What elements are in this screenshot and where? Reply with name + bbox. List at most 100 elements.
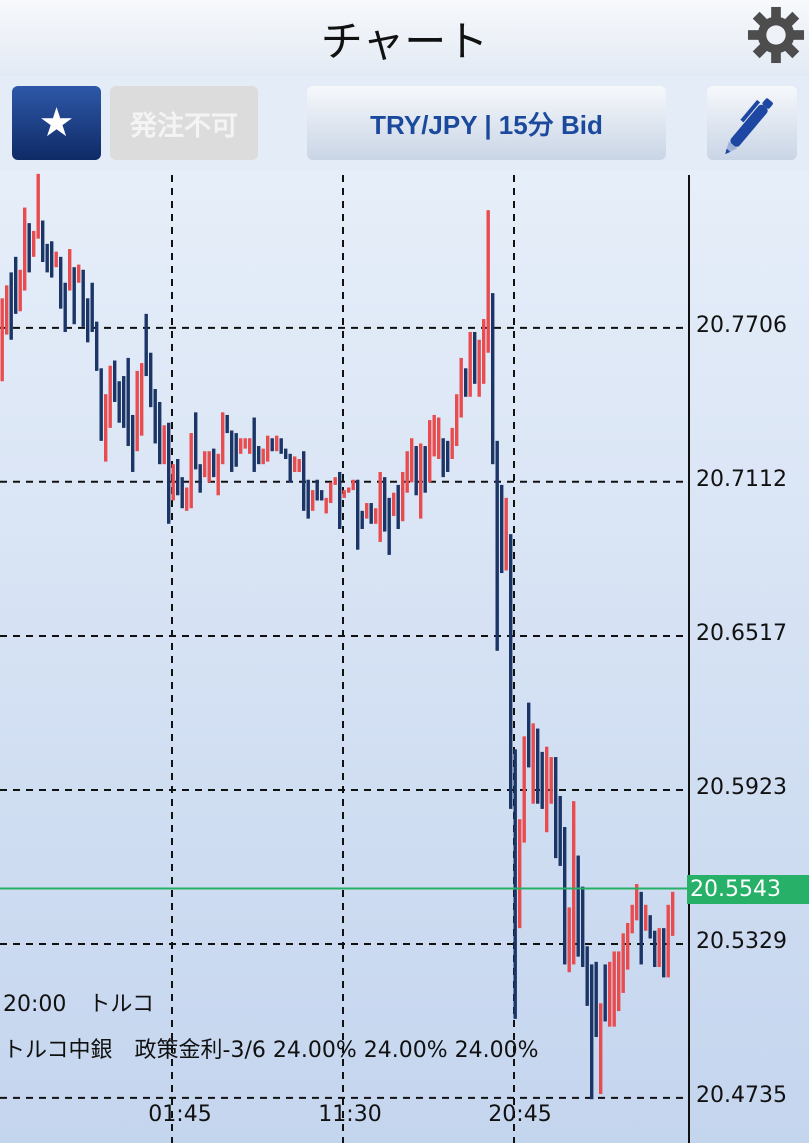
down-bar xyxy=(131,414,135,472)
down-bar xyxy=(99,368,103,441)
gear-icon[interactable] xyxy=(747,6,805,64)
down-bar xyxy=(149,352,153,408)
price-axis-label: 20.4735 xyxy=(696,1082,787,1108)
event-description: トルコ中銀 政策金利-3/6 24.00% 24.00% 24.00% xyxy=(3,1038,539,1063)
up-bar xyxy=(293,456,297,472)
up-bar xyxy=(392,492,396,517)
down-bar xyxy=(315,479,319,501)
down-bar xyxy=(536,728,540,804)
up-bar xyxy=(405,451,409,493)
time-label: 01:45 xyxy=(148,1102,212,1127)
up-bar xyxy=(221,412,225,465)
down-bar xyxy=(495,440,499,651)
up-bar xyxy=(608,961,612,1027)
down-bar xyxy=(653,930,657,968)
down-bar xyxy=(95,321,99,371)
favorite-button[interactable]: ★ xyxy=(12,86,101,160)
order-disabled-button[interactable]: 発注不可 xyxy=(110,86,258,160)
up-bar xyxy=(189,433,193,509)
down-bar xyxy=(122,376,126,428)
price-axis-label: 20.7706 xyxy=(696,312,787,338)
down-bar xyxy=(423,446,427,493)
up-bar xyxy=(432,414,436,457)
up-bar xyxy=(428,420,432,483)
up-bar xyxy=(203,451,207,478)
down-bar xyxy=(639,891,643,965)
down-bar xyxy=(167,422,171,524)
up-bar xyxy=(531,723,535,804)
draw-tool-button[interactable] xyxy=(707,86,797,160)
up-bar xyxy=(635,884,639,921)
up-bar xyxy=(171,464,175,501)
up-bar xyxy=(612,951,616,1027)
symbol-timeframe-button[interactable]: TRY/JPY | 15分 Bid xyxy=(307,86,666,160)
up-bar xyxy=(243,438,247,449)
down-bar xyxy=(153,389,157,444)
down-bar xyxy=(63,282,67,332)
down-bar xyxy=(45,243,49,273)
down-bar xyxy=(387,497,391,555)
up-bar xyxy=(239,438,243,454)
up-bar xyxy=(108,365,112,428)
up-bar xyxy=(324,497,328,514)
down-bar xyxy=(369,503,373,524)
down-bar xyxy=(540,751,544,809)
up-bar xyxy=(504,497,508,571)
up-bar xyxy=(549,757,553,804)
up-bar xyxy=(657,928,661,968)
up-bar xyxy=(275,435,279,452)
up-bar xyxy=(18,269,22,312)
up-bar xyxy=(351,479,355,491)
down-bar xyxy=(90,282,94,332)
up-bar xyxy=(545,746,549,833)
down-bar xyxy=(360,510,364,529)
down-bar xyxy=(356,479,360,550)
down-bar xyxy=(126,357,130,447)
down-bar xyxy=(302,451,306,511)
down-bar xyxy=(279,438,283,454)
down-bar xyxy=(563,827,567,965)
up-bar xyxy=(261,448,265,465)
down-bar xyxy=(113,360,117,402)
up-bar xyxy=(486,210,490,353)
down-bar xyxy=(527,702,531,768)
up-bar xyxy=(522,736,526,843)
up-bar xyxy=(266,435,270,462)
down-bar xyxy=(414,446,418,496)
up-bar xyxy=(32,230,36,257)
down-bar xyxy=(270,438,274,452)
up-bar xyxy=(599,1003,603,1095)
up-bar xyxy=(0,298,4,382)
up-bar xyxy=(54,251,58,268)
up-bar xyxy=(140,363,144,436)
up-bar xyxy=(77,264,81,283)
down-bar xyxy=(446,440,450,472)
chart-plot xyxy=(0,173,809,1143)
up-bar xyxy=(342,490,346,498)
down-bar xyxy=(212,448,216,478)
price-chart[interactable]: 20.7706 20.7112 20.6517 20.5923 20.5329 20.47… xyxy=(0,170,809,1143)
down-bar xyxy=(81,269,85,327)
down-bar xyxy=(14,256,18,314)
up-bar xyxy=(329,482,333,504)
down-bar xyxy=(603,964,607,1022)
down-bar xyxy=(252,417,256,472)
down-bar xyxy=(648,915,652,939)
down-bar xyxy=(158,401,162,465)
up-bar xyxy=(617,951,621,1012)
down-bar xyxy=(59,256,63,309)
up-bar xyxy=(477,339,481,397)
price-axis-label: 20.6517 xyxy=(696,621,787,647)
up-bar xyxy=(482,319,486,384)
up-bar xyxy=(518,819,522,929)
down-bar xyxy=(338,471,342,529)
up-bar xyxy=(572,801,576,965)
up-bar xyxy=(455,394,459,447)
up-bar xyxy=(567,907,571,973)
time-label: 20:45 xyxy=(488,1102,552,1127)
down-bar xyxy=(585,946,589,1006)
up-bar xyxy=(644,904,648,931)
down-bar xyxy=(662,928,666,978)
up-bar xyxy=(216,453,220,496)
down-bar xyxy=(576,855,580,957)
